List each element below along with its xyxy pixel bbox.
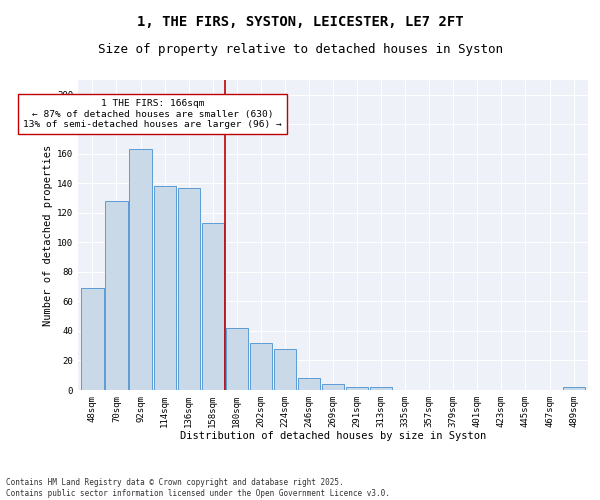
Text: 1, THE FIRS, SYSTON, LEICESTER, LE7 2FT: 1, THE FIRS, SYSTON, LEICESTER, LE7 2FT	[137, 15, 463, 29]
Text: 1 THE FIRS: 166sqm
← 87% of detached houses are smaller (630)
13% of semi-detach: 1 THE FIRS: 166sqm ← 87% of detached hou…	[23, 99, 282, 129]
Bar	[106, 201, 128, 390]
Bar	[298, 378, 320, 390]
Bar	[178, 188, 200, 390]
Bar	[202, 223, 224, 390]
Bar	[322, 384, 344, 390]
Text: Contains HM Land Registry data © Crown copyright and database right 2025.
Contai: Contains HM Land Registry data © Crown c…	[6, 478, 390, 498]
Y-axis label: Number of detached properties: Number of detached properties	[43, 144, 53, 326]
Bar	[82, 288, 104, 390]
Bar	[154, 186, 176, 390]
Bar	[370, 387, 392, 390]
Bar	[346, 387, 368, 390]
Bar	[563, 387, 584, 390]
Bar	[130, 150, 152, 390]
X-axis label: Distribution of detached houses by size in Syston: Distribution of detached houses by size …	[180, 432, 486, 442]
Bar	[250, 343, 272, 390]
Bar	[274, 348, 296, 390]
Bar	[226, 328, 248, 390]
Text: Size of property relative to detached houses in Syston: Size of property relative to detached ho…	[97, 42, 503, 56]
